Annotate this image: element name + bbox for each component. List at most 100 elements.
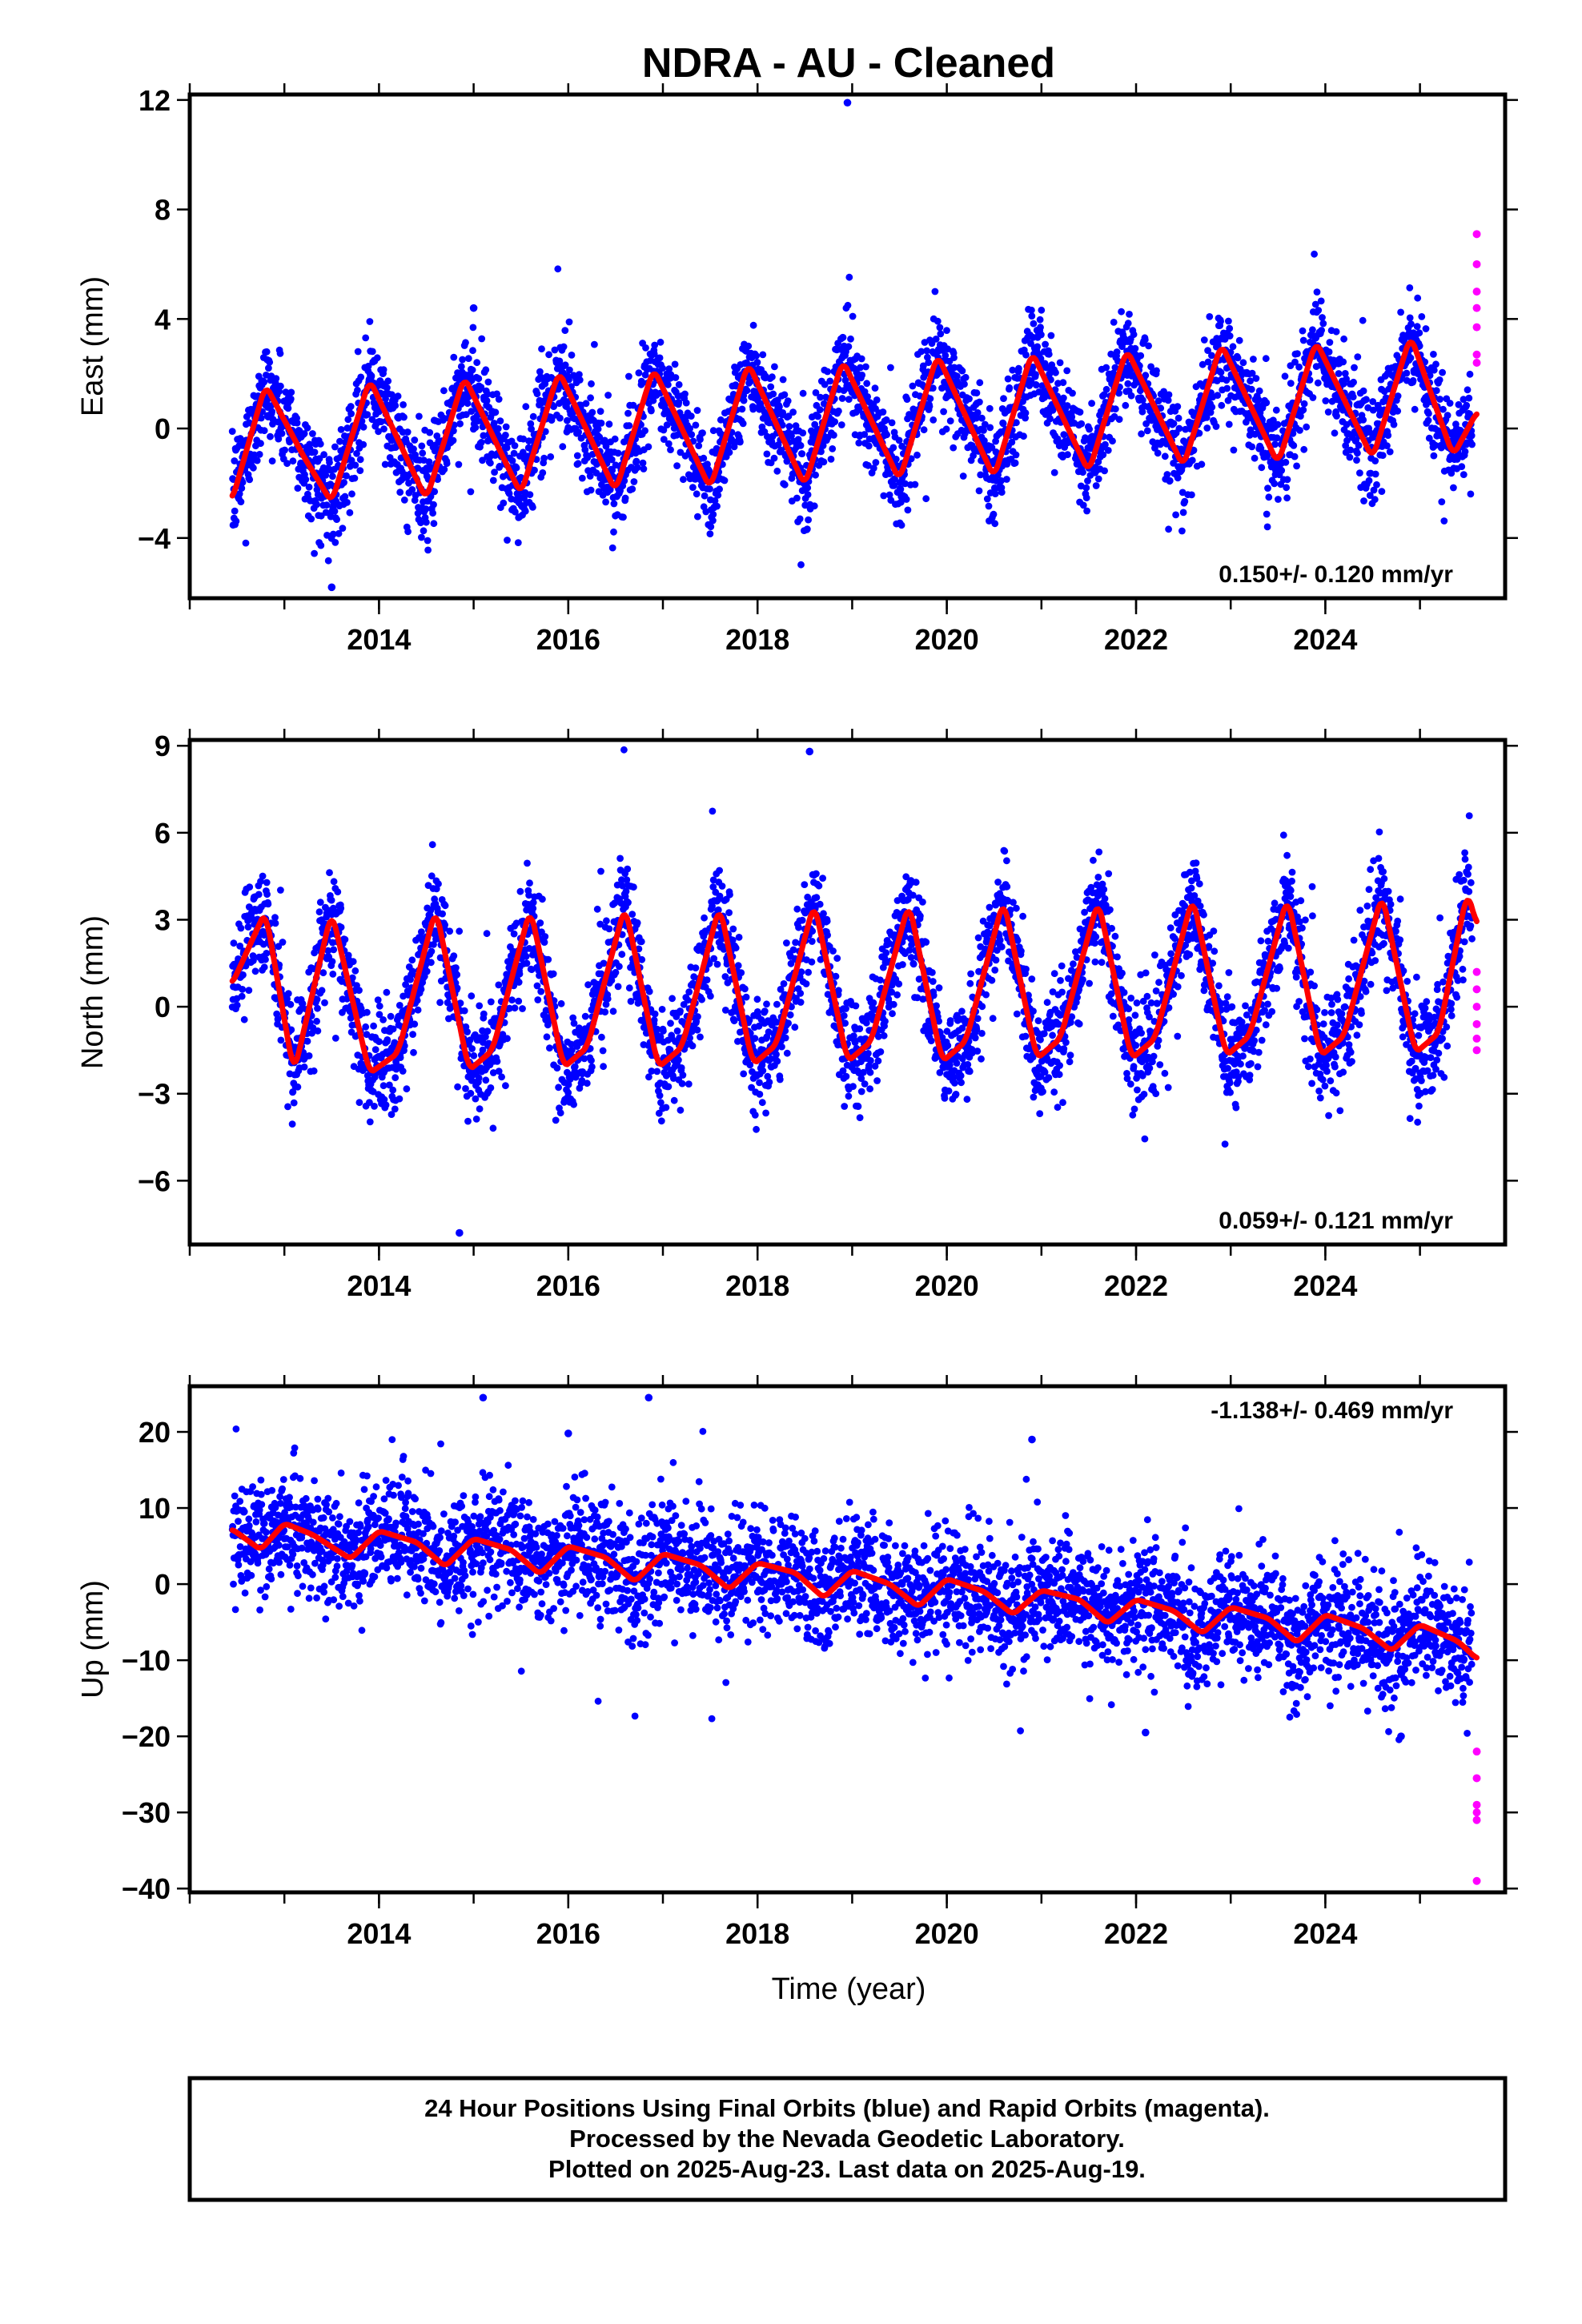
data-point [418,928,425,935]
data-point [779,376,787,384]
data-point [516,887,524,895]
data-point [504,1035,511,1043]
data-point [959,472,967,480]
data-point [673,1027,681,1035]
data-point [937,330,945,338]
data-point [1165,391,1173,399]
data-point [656,338,665,346]
data-point [628,911,636,918]
data-point [1467,490,1475,498]
data-point [239,478,247,486]
data-point [932,336,940,343]
data-point [1371,470,1379,478]
data-point [570,1100,577,1108]
data-point [1088,400,1095,407]
data-point [824,368,831,376]
data-point [1032,371,1039,379]
data-point [373,354,381,362]
data-point [323,501,331,509]
data-point [628,485,636,493]
data-point [423,967,431,975]
data-point [399,1068,407,1075]
data-point [588,1063,596,1071]
data-point [553,1064,561,1072]
rapid-orbit-point [1472,350,1481,359]
data-point [1204,358,1212,366]
data-point [408,486,416,493]
data-point [357,373,365,381]
data-point [512,464,520,472]
data-point [1198,460,1206,468]
data-point [1154,449,1162,457]
data-point [534,996,542,1003]
data-point [1153,367,1160,375]
data-point [315,455,323,463]
data-point [1063,402,1071,409]
data-point [293,419,301,427]
data-point [1271,440,1279,448]
data-point [375,1002,383,1010]
data-point [890,482,898,489]
data-point [277,382,284,390]
data-point [1006,384,1014,392]
data-point [427,463,434,471]
data-point [1255,396,1263,404]
data-point [347,403,355,410]
data-point [1246,432,1254,439]
data-point [426,428,434,436]
data-point [1234,354,1242,362]
data-point [554,265,562,273]
data-point [262,955,269,963]
data-point [897,498,905,506]
data-point [721,476,729,485]
data-point [826,377,834,385]
data-point [888,419,896,427]
data-point [1109,437,1116,445]
data-point [926,403,934,410]
data-point [343,472,350,480]
rapid-orbit-point [1472,259,1481,268]
data-point [483,397,491,404]
data-point [670,1096,678,1104]
data-point [1258,464,1266,472]
data-point [606,486,614,493]
data-point [962,373,970,381]
data-point [624,409,632,417]
data-point [355,1099,363,1107]
data-point [1432,387,1440,395]
data-point [440,387,448,395]
data-point [1101,467,1108,475]
data-point [1030,320,1038,328]
data-point [671,360,679,368]
rapid-orbit-point [1472,304,1481,312]
data-point [440,465,448,473]
data-point [1028,312,1036,320]
data-point [665,1083,673,1091]
data-point [287,395,295,403]
data-point [1100,391,1108,399]
data-point [519,448,527,456]
data-point [1439,405,1447,413]
data-point [1291,452,1299,460]
data-point [430,520,438,528]
data-point [847,335,854,343]
data-point [1223,384,1231,392]
data-point [642,344,649,352]
data-point [738,405,746,413]
data-point [545,351,552,359]
data-point [746,378,754,385]
data-point [660,426,668,434]
data-point [934,317,942,325]
y-tick-label: 8 [155,194,171,227]
data-point [936,324,944,332]
data-point [1124,320,1132,328]
data-point [885,491,893,499]
data-point [414,509,422,517]
data-point [621,494,629,502]
data-point [547,453,555,460]
data-point [527,420,535,428]
data-point [976,379,984,387]
data-point [414,1006,422,1014]
data-point [974,409,982,416]
data-point [417,519,424,527]
